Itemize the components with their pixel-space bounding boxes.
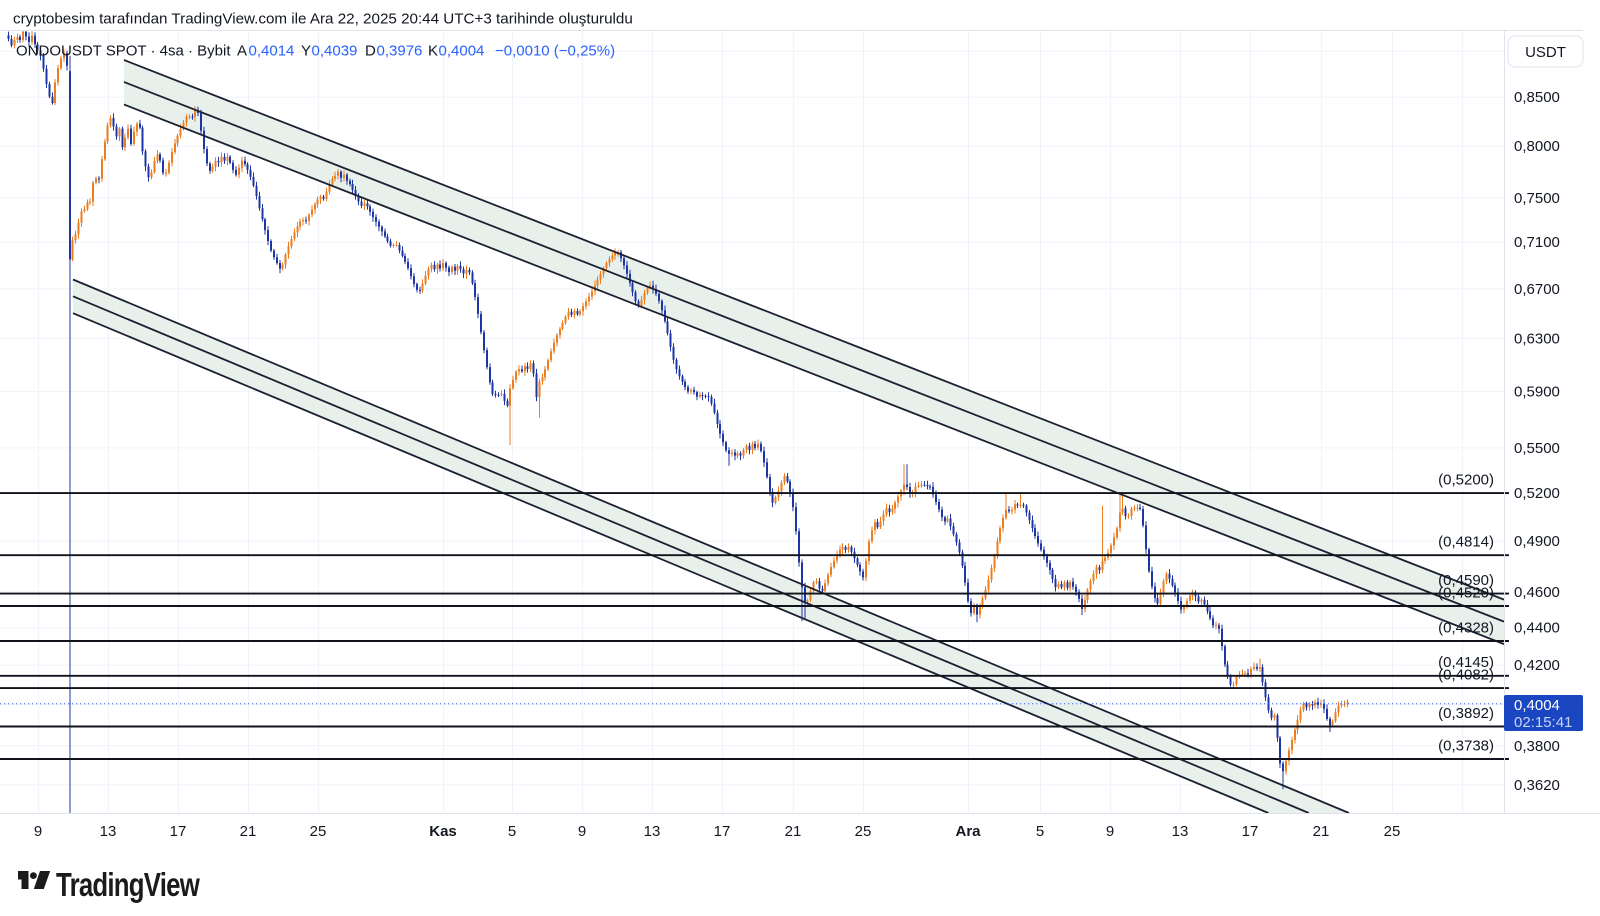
svg-text:(0,4520): (0,4520) bbox=[1438, 584, 1494, 601]
svg-text:(0,4145): (0,4145) bbox=[1438, 654, 1494, 671]
svg-text:25: 25 bbox=[1384, 823, 1401, 840]
svg-text:0,5200: 0,5200 bbox=[1514, 485, 1560, 502]
svg-text:0,4004: 0,4004 bbox=[1514, 697, 1560, 714]
svg-text:ONDOUSDT SPOT · 4sa · Bybit: ONDOUSDT SPOT · 4sa · Bybit bbox=[16, 43, 231, 60]
svg-text:0,3800: 0,3800 bbox=[1514, 738, 1560, 755]
svg-text:5: 5 bbox=[508, 823, 516, 840]
svg-text:0,8500: 0,8500 bbox=[1514, 89, 1560, 106]
svg-text:0,3976: 0,3976 bbox=[377, 43, 423, 60]
svg-text:Y: Y bbox=[301, 43, 311, 60]
svg-text:Ara: Ara bbox=[955, 823, 981, 840]
svg-text:0,8000: 0,8000 bbox=[1514, 138, 1560, 155]
svg-text:0,4900: 0,4900 bbox=[1514, 533, 1560, 550]
svg-text:0,7100: 0,7100 bbox=[1514, 234, 1560, 251]
svg-text:9: 9 bbox=[578, 823, 586, 840]
svg-text:TradingView: TradingView bbox=[56, 866, 200, 903]
svg-text:(0,4590): (0,4590) bbox=[1438, 572, 1494, 589]
svg-text:0,4600: 0,4600 bbox=[1514, 584, 1560, 601]
svg-text:A: A bbox=[237, 43, 247, 60]
svg-text:0,5900: 0,5900 bbox=[1514, 383, 1560, 400]
svg-text:0,6300: 0,6300 bbox=[1514, 331, 1560, 348]
svg-text:02:15:41: 02:15:41 bbox=[1514, 714, 1572, 731]
svg-text:0,3620: 0,3620 bbox=[1514, 777, 1560, 794]
svg-text:0,4200: 0,4200 bbox=[1514, 657, 1560, 674]
svg-text:Kas: Kas bbox=[429, 823, 457, 840]
svg-text:0,4014: 0,4014 bbox=[249, 43, 295, 60]
svg-text:13: 13 bbox=[1172, 823, 1189, 840]
svg-text:0,5500: 0,5500 bbox=[1514, 440, 1560, 457]
svg-text:13: 13 bbox=[100, 823, 117, 840]
svg-text:5: 5 bbox=[1036, 823, 1044, 840]
svg-text:9: 9 bbox=[1106, 823, 1114, 840]
svg-text:D: D bbox=[365, 43, 376, 60]
svg-text:(0,4328): (0,4328) bbox=[1438, 619, 1494, 636]
svg-text:0,7500: 0,7500 bbox=[1514, 190, 1560, 207]
svg-text:9: 9 bbox=[34, 823, 42, 840]
svg-text:17: 17 bbox=[1242, 823, 1259, 840]
svg-text:17: 17 bbox=[170, 823, 187, 840]
svg-text:USDT: USDT bbox=[1525, 44, 1566, 61]
svg-text:(0,3738): (0,3738) bbox=[1438, 737, 1494, 754]
svg-text:0,4004: 0,4004 bbox=[439, 43, 485, 60]
svg-text:0,6700: 0,6700 bbox=[1514, 281, 1560, 298]
svg-text:21: 21 bbox=[1313, 823, 1330, 840]
svg-text:K: K bbox=[428, 43, 438, 60]
svg-text:(0,5200): (0,5200) bbox=[1438, 472, 1494, 489]
svg-text:21: 21 bbox=[785, 823, 802, 840]
svg-text:0,4400: 0,4400 bbox=[1514, 620, 1560, 637]
svg-text:13: 13 bbox=[644, 823, 661, 840]
svg-text:(0,4082): (0,4082) bbox=[1438, 667, 1494, 684]
svg-text:21: 21 bbox=[240, 823, 257, 840]
svg-text:17: 17 bbox=[714, 823, 731, 840]
svg-text:25: 25 bbox=[855, 823, 872, 840]
svg-text:0,4039: 0,4039 bbox=[312, 43, 358, 60]
svg-text:(0,3892): (0,3892) bbox=[1438, 705, 1494, 722]
svg-text:cryptobesim tarafından Trading: cryptobesim tarafından TradingView.com i… bbox=[13, 11, 633, 28]
svg-text:−0,0010 (−0,25%): −0,0010 (−0,25%) bbox=[495, 43, 615, 60]
svg-text:25: 25 bbox=[310, 823, 327, 840]
svg-text:(0,4814): (0,4814) bbox=[1438, 534, 1494, 551]
